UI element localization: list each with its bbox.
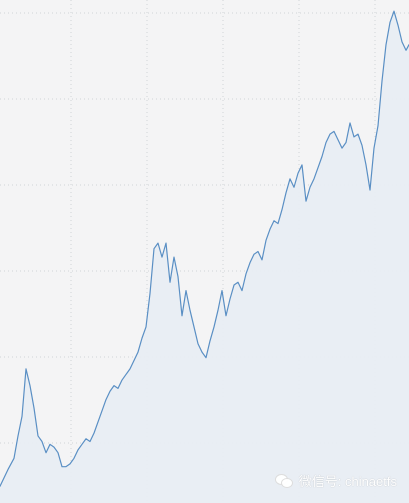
series-area (0, 11, 409, 503)
wechat-icon (274, 473, 293, 488)
watermark: 微信号: chinaetfs (274, 471, 397, 490)
watermark-text: 微信号: chinaetfs (298, 474, 397, 489)
series-line (0, 10, 409, 487)
